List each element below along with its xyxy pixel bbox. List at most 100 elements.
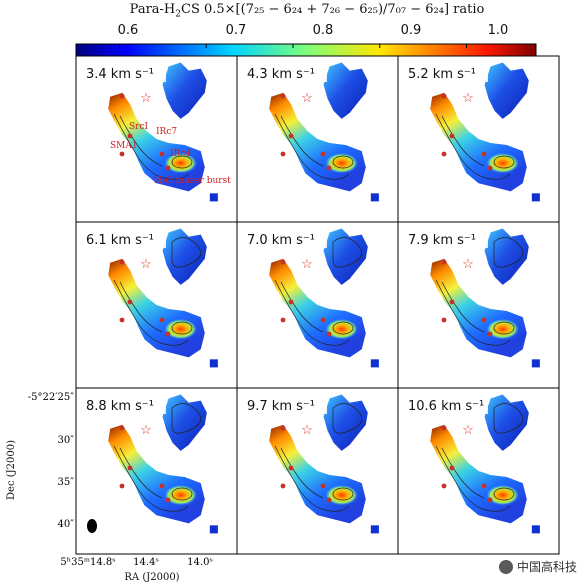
source-label: H₂O maser burst xyxy=(154,176,231,186)
x-tick-label: 5ʰ35ᵐ14.8ˢ xyxy=(60,557,115,568)
map-panel-9: ☆ 10.6 km s⁻¹ xyxy=(397,387,560,555)
contour-lines xyxy=(274,113,354,180)
source-dot xyxy=(449,299,455,305)
velocity-label: 5.2 km s⁻¹ xyxy=(408,67,476,82)
contour-lines xyxy=(435,403,524,512)
map-panel-3: ☆ 5.2 km s⁻¹ xyxy=(397,55,560,223)
star-marker: ☆ xyxy=(301,257,313,272)
star-marker: ☆ xyxy=(140,91,152,106)
colorbar-ticks xyxy=(118,44,468,48)
colorbar-tick-0: 0.6 xyxy=(117,23,139,38)
beam-ellipse xyxy=(87,519,97,533)
colorbar-tick-3: 0.9 xyxy=(400,23,422,38)
star-marker: ☆ xyxy=(462,257,474,272)
y-tick-label: 35″ xyxy=(58,477,75,488)
contour-lines xyxy=(113,237,202,346)
source-dot xyxy=(288,133,294,139)
source-dot xyxy=(165,331,171,337)
colorbar-tick-4: 1.0 xyxy=(487,23,509,38)
source-dot xyxy=(449,465,455,471)
source-dot xyxy=(320,151,326,157)
contour-lines xyxy=(274,403,363,512)
source-dot xyxy=(320,483,326,489)
x-axis-label: RA (J2000) xyxy=(124,572,179,583)
star-marker: ☆ xyxy=(301,91,313,106)
map-panel-1: ☆ 3.4 km s⁻¹ xyxy=(75,55,238,223)
source-label: SMA1 xyxy=(110,141,138,151)
velocity-label: 7.9 km s⁻¹ xyxy=(408,233,476,248)
source-dot xyxy=(487,331,493,337)
source-dot xyxy=(165,165,171,171)
source-dot xyxy=(159,151,165,157)
map-panel-8: ☆ 9.7 km s⁻¹ xyxy=(236,387,399,555)
source-dot xyxy=(119,317,125,323)
source-dot xyxy=(487,165,493,171)
map-panel-4: ☆ 6.1 km s⁻¹ xyxy=(75,221,238,389)
source-label: IRc4 xyxy=(170,149,191,159)
star-marker: ☆ xyxy=(462,91,474,106)
panel-frame xyxy=(397,387,560,555)
source-dot xyxy=(288,465,294,471)
source-dot xyxy=(280,483,286,489)
source-dot xyxy=(127,299,133,305)
source-dot xyxy=(119,93,125,99)
source-dot xyxy=(127,133,133,139)
colorbar-tick-1: 0.7 xyxy=(225,23,247,38)
source-dot xyxy=(326,331,332,337)
colorbar-tick-2: 0.8 xyxy=(312,23,334,38)
source-dot xyxy=(280,151,286,157)
source-dot xyxy=(481,151,487,157)
velocity-label: 10.6 km s⁻¹ xyxy=(408,399,484,414)
source-dot xyxy=(280,259,286,265)
source-dot xyxy=(159,317,165,323)
source-dot xyxy=(320,317,326,323)
source-dot xyxy=(119,259,125,265)
map-panel-6: ☆ 7.9 km s⁻¹ xyxy=(397,221,560,389)
source-dot xyxy=(119,425,125,431)
source-dot xyxy=(481,317,487,323)
source-dot xyxy=(127,465,133,471)
source-dot xyxy=(159,483,165,489)
y-tick-label: -5°22′25″ xyxy=(28,392,74,403)
x-tick-label: 14.4ˢ xyxy=(133,557,159,568)
source-dot xyxy=(441,259,447,265)
contour-lines xyxy=(435,113,515,180)
star-marker: ☆ xyxy=(140,423,152,438)
y-tick-label: 30″ xyxy=(58,435,75,446)
source-label: SrcI xyxy=(129,122,149,132)
velocity-label: 3.4 km s⁻¹ xyxy=(86,67,154,82)
colorbar-title: Para-H2CS 0.5×[(7₂₅ − 6₂₄ + 7₂₆ − 6₂₅)/7… xyxy=(129,2,485,20)
source-dot xyxy=(441,93,447,99)
source-dot xyxy=(487,497,493,503)
map-panel-7: ☆ 8.8 km s⁻¹ xyxy=(75,387,238,555)
contour-lines xyxy=(274,237,363,346)
source-dot xyxy=(449,133,455,139)
source-dot xyxy=(326,165,332,171)
y-tick-label: 40″ xyxy=(58,519,75,530)
source-dot xyxy=(481,483,487,489)
source-dot xyxy=(441,317,447,323)
contour-lines xyxy=(113,403,202,512)
source-dot xyxy=(280,93,286,99)
source-dot xyxy=(280,425,286,431)
source-dot xyxy=(119,483,125,489)
star-marker: ☆ xyxy=(462,423,474,438)
star-marker: ☆ xyxy=(301,423,313,438)
watermark: 中国高科技 xyxy=(498,558,577,575)
source-dot xyxy=(280,317,286,323)
source-dot xyxy=(288,299,294,305)
x-tick-label: 14.0ˢ xyxy=(187,557,213,568)
contour-lines xyxy=(113,113,193,180)
source-dot xyxy=(441,151,447,157)
source-dot xyxy=(326,497,332,503)
source-dot xyxy=(441,425,447,431)
map-panel-5: ☆ 7.0 km s⁻¹ xyxy=(236,221,399,389)
velocity-label: 6.1 km s⁻¹ xyxy=(86,233,154,248)
velocity-label: 8.8 km s⁻¹ xyxy=(86,399,154,414)
contour-lines xyxy=(435,237,524,346)
source-label: IRc7 xyxy=(156,127,177,137)
y-axis-label: Dec (J2000) xyxy=(6,440,17,500)
star-marker: ☆ xyxy=(140,257,152,272)
map-panel-2: ☆ 4.3 km s⁻¹ xyxy=(236,55,399,223)
